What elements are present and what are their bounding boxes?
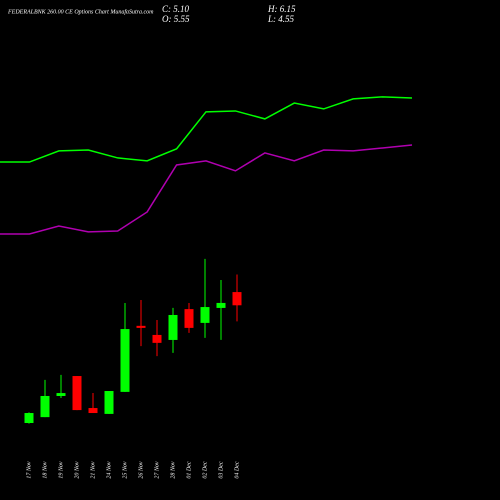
x-tick-label: 26 Nov	[138, 461, 144, 479]
x-tick-label: 25 Nov	[122, 461, 128, 479]
close-label: C: 5.10	[162, 4, 190, 14]
candle-body	[168, 314, 178, 340]
x-tick-label: 01 Dec	[186, 461, 192, 478]
x-tick-label: 19 Nov	[58, 461, 64, 479]
candle-body	[200, 307, 210, 323]
x-tick-label: 18 Nov	[42, 461, 48, 479]
candle-body	[104, 391, 114, 414]
x-tick-label: 21 Nov	[90, 461, 96, 479]
x-tick-label: 28 Nov	[170, 461, 176, 479]
x-tick-label: 24 Nov	[105, 461, 112, 479]
chart-title: FEDERALBNK 260.00 CE Options Chart Munaf…	[7, 8, 154, 15]
high-label: H: 6.15	[267, 4, 296, 14]
x-tick-label: 02 Dec	[202, 461, 208, 478]
open-label: O: 5.55	[162, 14, 190, 24]
candle-body	[40, 395, 50, 418]
candle-body	[232, 292, 242, 306]
x-tick-label: 20 Nov	[74, 461, 80, 479]
line-series	[0, 144, 413, 235]
candle-body	[72, 376, 82, 411]
x-tick-label: 27 Nov	[154, 461, 160, 479]
candle-body	[88, 408, 98, 414]
x-tick-label: 04 Dec	[233, 461, 240, 478]
candle-body	[152, 334, 162, 343]
x-tick-label: 03 Dec	[218, 461, 224, 478]
candle-body	[136, 325, 146, 328]
line-series	[0, 96, 413, 163]
candle-body	[56, 393, 66, 396]
candle-body	[120, 329, 130, 392]
x-tick-label: 17 Nov	[26, 461, 32, 479]
candle-body	[184, 309, 194, 328]
candle-body	[24, 413, 34, 424]
candle-body	[216, 302, 226, 308]
low-label: L: 4.55	[267, 14, 295, 24]
